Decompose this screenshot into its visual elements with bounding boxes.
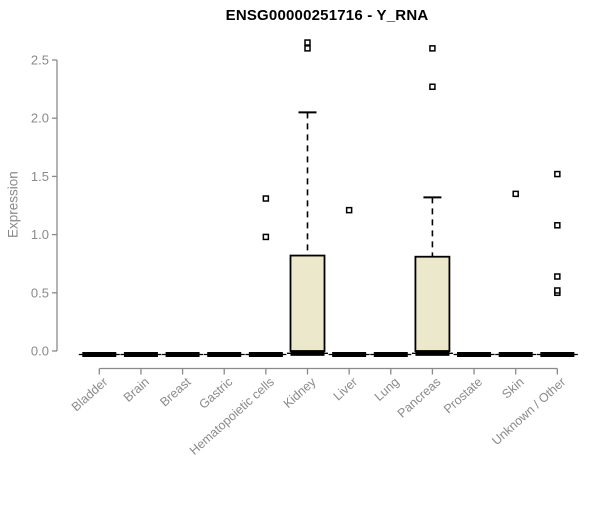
x-category-label: Breast <box>157 374 194 409</box>
chart-title: ENSG00000251716 - Y_RNA <box>225 7 429 24</box>
median-line <box>540 352 575 357</box>
outlier-point <box>512 190 519 198</box>
x-category-label: Liver <box>331 375 361 404</box>
median-line <box>165 352 200 357</box>
box <box>414 255 451 352</box>
outlier-point <box>262 195 270 202</box>
outlier-point <box>429 83 436 91</box>
median-line <box>82 352 117 357</box>
median-line <box>373 352 408 357</box>
median-line <box>415 350 450 356</box>
median-line <box>207 352 242 357</box>
box <box>289 254 326 352</box>
outlier-point <box>262 233 270 241</box>
y-tick-label: 2.0 <box>31 111 49 126</box>
outlier-point <box>345 206 353 214</box>
outlier-point <box>554 273 561 280</box>
y-tick-label: 1.0 <box>31 227 49 242</box>
median-line <box>498 352 533 357</box>
median-line <box>248 352 283 357</box>
median-line <box>290 350 325 356</box>
median-line <box>457 352 492 357</box>
x-category-label: Lung <box>372 375 402 404</box>
x-category-label: Brain <box>121 375 152 405</box>
y-tick-label: 0.0 <box>31 344 49 359</box>
x-category-label: Kidney <box>281 374 319 410</box>
outlier-point <box>554 287 561 294</box>
y-axis-title: Expression <box>5 171 21 239</box>
x-category-label: Bladder <box>69 375 110 414</box>
outlier-point <box>554 222 561 229</box>
x-category-label: Pancreas <box>395 375 444 421</box>
x-category-label: Unknown / Other <box>489 375 568 448</box>
y-tick-label: 2.5 <box>31 53 49 68</box>
x-category-label: Gastric <box>196 375 235 412</box>
x-category-label: Prostate <box>441 375 485 417</box>
outlier-point <box>429 45 436 52</box>
x-category-label: Skin <box>499 375 526 402</box>
outlier-point <box>554 170 561 178</box>
median-line <box>123 352 158 357</box>
y-tick-label: 0.5 <box>31 285 49 300</box>
median-line <box>332 352 367 357</box>
y-tick-label: 1.5 <box>31 169 49 184</box>
outlier-point <box>304 45 311 52</box>
outlier-point <box>304 39 311 46</box>
